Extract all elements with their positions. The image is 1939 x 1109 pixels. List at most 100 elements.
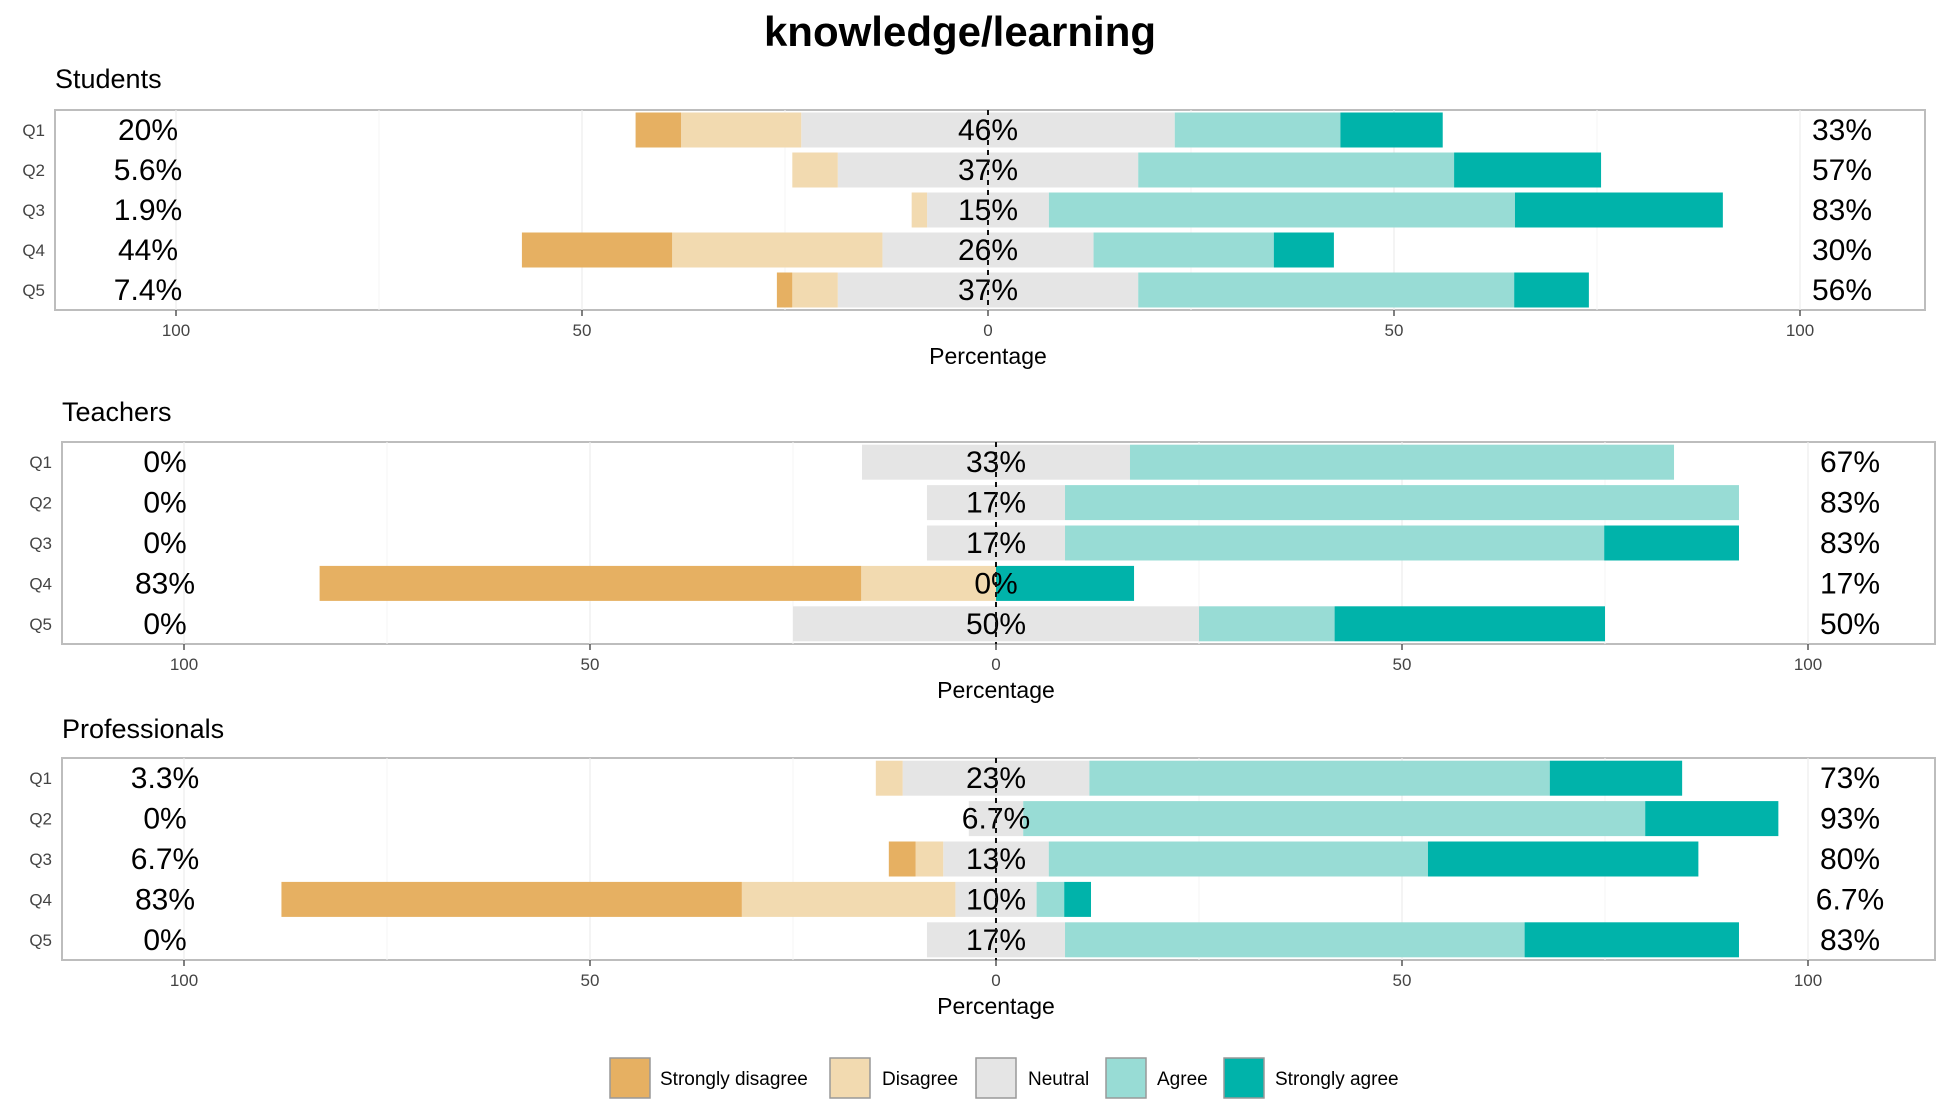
category-label: Q3 bbox=[29, 534, 52, 553]
bar-disagree bbox=[915, 841, 944, 877]
bar-agree bbox=[1138, 272, 1515, 308]
x-tick-label: 50 bbox=[1393, 655, 1412, 674]
bar-agree bbox=[1023, 801, 1646, 837]
category-label: Q2 bbox=[22, 161, 45, 180]
left-percent-label: 0% bbox=[143, 487, 186, 520]
bar-agree bbox=[1089, 760, 1550, 796]
x-tick-label: 0 bbox=[983, 321, 992, 340]
bar-disagree bbox=[792, 272, 838, 308]
legend-swatch-disagree bbox=[829, 1057, 871, 1099]
left-percent-label: 83% bbox=[135, 883, 195, 916]
right-percent-label: 83% bbox=[1820, 487, 1880, 520]
left-percent-label: 0% bbox=[143, 527, 186, 560]
bar-strongly-agree bbox=[1273, 232, 1334, 268]
x-tick-label: 100 bbox=[162, 321, 190, 340]
right-percent-label: 93% bbox=[1820, 803, 1880, 836]
left-percent-label: 6.7% bbox=[131, 843, 199, 876]
bar-disagree bbox=[792, 152, 838, 188]
x-axis-label: Percentage bbox=[929, 343, 1047, 369]
panel-title: Teachers bbox=[62, 397, 172, 427]
right-percent-label: 30% bbox=[1812, 234, 1872, 267]
bar-strongly-agree bbox=[1645, 801, 1779, 837]
category-label: Q2 bbox=[29, 494, 52, 513]
bar-strongly-agree bbox=[1064, 881, 1092, 917]
category-label: Q3 bbox=[22, 201, 45, 220]
bar-agree bbox=[1093, 232, 1274, 268]
bar-strongly-agree bbox=[1334, 606, 1605, 642]
legend-swatch-strongly-agree bbox=[1223, 1057, 1265, 1099]
bar-strongly-agree bbox=[1514, 192, 1723, 228]
left-percent-label: 5.6% bbox=[114, 154, 182, 187]
left-percent-label: 0% bbox=[143, 446, 186, 479]
left-percent-label: 3.3% bbox=[131, 762, 199, 795]
bar-strongly-disagree bbox=[635, 112, 682, 148]
bar-agree bbox=[1129, 444, 1675, 480]
chart-title: knowledge/learning bbox=[764, 8, 1156, 55]
category-label: Q4 bbox=[29, 574, 52, 593]
bar-disagree bbox=[861, 565, 996, 601]
category-label: Q2 bbox=[29, 810, 52, 829]
x-tick-label: 50 bbox=[1393, 971, 1412, 990]
bar-strongly-agree bbox=[996, 565, 1135, 601]
category-label: Q5 bbox=[22, 281, 45, 300]
category-label: Q3 bbox=[29, 850, 52, 869]
bar-agree bbox=[1174, 112, 1341, 148]
right-percent-label: 83% bbox=[1820, 924, 1880, 957]
bar-strongly-disagree bbox=[319, 565, 862, 601]
right-percent-label: 6.7% bbox=[1816, 883, 1884, 916]
legend-label-strongly-disagree: Strongly disagree bbox=[660, 1069, 808, 1090]
bar-agree bbox=[1065, 485, 1739, 521]
x-axis-label: Percentage bbox=[937, 677, 1055, 703]
bar-disagree bbox=[875, 760, 903, 796]
left-percent-label: 83% bbox=[135, 567, 195, 600]
bar-agree bbox=[1199, 606, 1335, 642]
x-tick-label: 0 bbox=[991, 971, 1000, 990]
legend-label-disagree: Disagree bbox=[882, 1069, 958, 1090]
bar-strongly-agree bbox=[1549, 760, 1683, 796]
bar-disagree bbox=[672, 232, 883, 268]
legend-swatch-strongly-disagree bbox=[609, 1057, 651, 1099]
bar-strongly-disagree bbox=[888, 841, 916, 877]
legend-label-neutral: Neutral bbox=[1028, 1069, 1089, 1090]
category-label: Q5 bbox=[29, 615, 52, 634]
bar-strongly-disagree bbox=[776, 272, 793, 308]
bar-agree bbox=[1138, 152, 1455, 188]
bar-strongly-agree bbox=[1514, 272, 1589, 308]
left-percent-label: 20% bbox=[118, 114, 178, 147]
x-tick-label: 100 bbox=[170, 971, 198, 990]
x-tick-label: 100 bbox=[1794, 655, 1822, 674]
right-percent-label: 50% bbox=[1820, 608, 1880, 641]
x-tick-label: 50 bbox=[1385, 321, 1404, 340]
x-tick-label: 50 bbox=[573, 321, 592, 340]
category-label: Q4 bbox=[29, 890, 52, 909]
right-percent-label: 83% bbox=[1820, 527, 1880, 560]
left-percent-label: 0% bbox=[143, 608, 186, 641]
right-percent-label: 57% bbox=[1812, 154, 1872, 187]
left-percent-label: 7.4% bbox=[114, 274, 182, 307]
bar-agree bbox=[1065, 525, 1605, 561]
category-label: Q1 bbox=[22, 121, 45, 140]
x-tick-label: 100 bbox=[1794, 971, 1822, 990]
category-label: Q1 bbox=[29, 769, 52, 788]
bar-disagree bbox=[911, 192, 928, 228]
x-tick-label: 100 bbox=[1786, 321, 1814, 340]
bar-agree bbox=[1036, 881, 1065, 917]
bar-strongly-disagree bbox=[281, 881, 742, 917]
bar-disagree bbox=[741, 881, 956, 917]
panel-title: Students bbox=[55, 64, 162, 94]
x-tick-label: 50 bbox=[581, 655, 600, 674]
bar-strongly-agree bbox=[1604, 525, 1739, 561]
right-percent-label: 73% bbox=[1820, 762, 1880, 795]
bar-strongly-agree bbox=[1524, 922, 1739, 958]
right-percent-label: 83% bbox=[1812, 194, 1872, 227]
legend-label-agree: Agree bbox=[1157, 1069, 1208, 1090]
legend-label-strongly-agree: Strongly agree bbox=[1275, 1069, 1399, 1090]
bar-strongly-agree bbox=[1340, 112, 1443, 148]
bar-strongly-agree bbox=[1427, 841, 1699, 877]
category-label: Q5 bbox=[29, 931, 52, 950]
left-percent-label: 0% bbox=[143, 924, 186, 957]
right-percent-label: 33% bbox=[1812, 114, 1872, 147]
right-percent-label: 56% bbox=[1812, 274, 1872, 307]
